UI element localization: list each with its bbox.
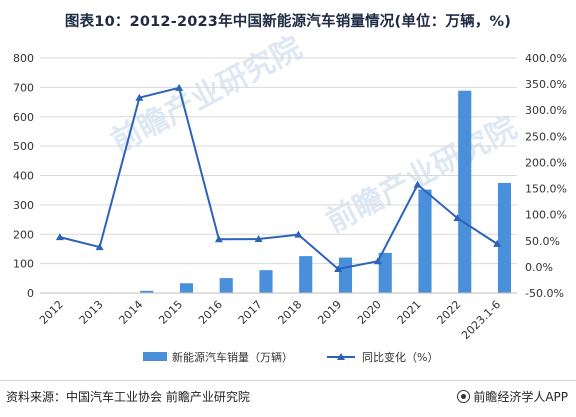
line-point [95, 243, 104, 251]
line-point [453, 214, 462, 222]
legend-line-marker [337, 353, 345, 360]
line-point [294, 230, 303, 238]
y-right-tick-label: 50.0% [525, 235, 560, 248]
line-point [55, 233, 64, 241]
y-right-tick-label: 200.0% [525, 156, 567, 169]
bar [140, 290, 154, 293]
brand-text: 前瞻经济学人APP [473, 390, 568, 404]
legend-bar-swatch [143, 352, 167, 361]
bar [338, 257, 353, 293]
x-tick-label: 2023.1-6 [459, 298, 503, 342]
x-tick-label: 2015 [156, 298, 185, 327]
x-tick-label: 2020 [355, 298, 384, 327]
combo-chart: 0 100 200 300 400 500 600 700 800 -50.0% 0.0% 50.0%… [13, 52, 567, 364]
brand-label: 前瞻经济学人APP [457, 388, 568, 405]
y-right-tick-label: 250.0% [525, 130, 567, 143]
chart-title: 图表10：2012-2023年中国新能源汽车销量情况(单位：万辆，%) [64, 14, 512, 30]
y-right-tick-label: 350.0% [525, 78, 567, 91]
legend-line-label: 同比变化（%） [362, 350, 438, 364]
y-left-tick-label: 800 [13, 52, 34, 65]
bar [497, 182, 512, 293]
y-right-tick-label: 300.0% [525, 104, 567, 117]
y-right-tick-label: 150.0% [525, 183, 567, 196]
y-right-tick-label: 400.0% [525, 52, 567, 65]
line-point [373, 257, 382, 265]
x-tick-label: 2013 [77, 298, 106, 327]
line-point [175, 83, 184, 91]
brand-logo-icon [457, 390, 471, 403]
bar [378, 252, 392, 293]
x-tick-label: 2014 [117, 298, 146, 327]
x-tick-label: 2017 [236, 298, 265, 327]
footer-divider [0, 380, 576, 381]
y-left-tick-label: 300 [13, 199, 34, 212]
y-right-tick-label: 0.0% [525, 261, 553, 274]
bar [259, 270, 273, 293]
bar [458, 90, 472, 294]
line-point [214, 235, 223, 243]
y-left-tick-label: 200 [13, 228, 34, 241]
x-tick-label: 2022 [435, 298, 464, 327]
y-right-tick-label: -50.0% [525, 287, 564, 300]
bar [299, 256, 313, 293]
bar [418, 189, 432, 293]
x-tick-label: 2018 [276, 298, 305, 327]
line-point [135, 93, 144, 101]
y-left-tick-label: 0 [27, 287, 34, 300]
x-tick-label: 2016 [196, 298, 225, 327]
y-left-tick-label: 100 [13, 258, 34, 271]
legend-bar-label: 新能源汽车销量（万辆） [172, 350, 293, 364]
line-point [493, 239, 502, 247]
x-tick-label: 2021 [395, 298, 424, 327]
source-note: 资料来源：中国汽车工业协会 前瞻产业研究院 [6, 390, 250, 404]
line-point [334, 264, 343, 272]
y-right-tick-label: 100.0% [525, 209, 567, 222]
bar [219, 278, 233, 293]
y-left-tick-label: 500 [13, 140, 34, 153]
line-point [254, 235, 263, 243]
x-tick-label: 2019 [315, 298, 344, 327]
line-point [413, 180, 422, 188]
bar [179, 283, 194, 293]
series-line [59, 86, 498, 271]
x-tick-label: 2012 [37, 298, 66, 327]
y-left-tick-label: 400 [13, 170, 34, 183]
y-left-tick-label: 600 [13, 111, 34, 124]
y-left-tick-label: 700 [13, 81, 34, 94]
